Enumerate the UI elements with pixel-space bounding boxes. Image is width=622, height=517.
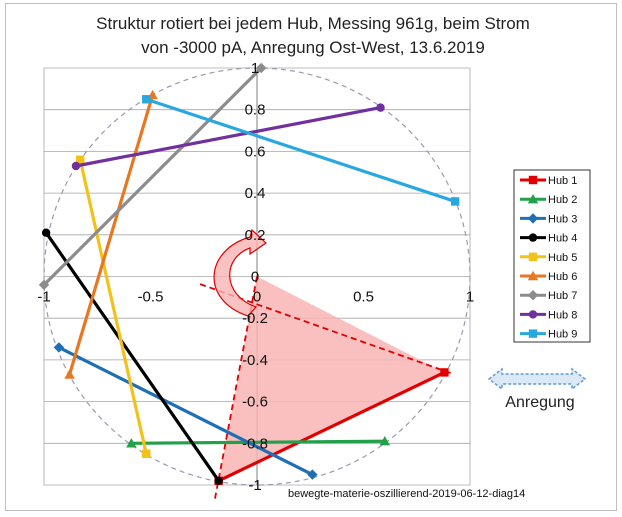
legend-item: Hub 2 [520,194,577,206]
data-point [64,369,75,379]
series-line [44,231,221,483]
y-tick-label: -1 [248,477,261,494]
y-tick-label: 0.4 [245,185,266,202]
legend-label: Hub 9 [548,329,577,341]
y-tick-label: -0.2 [242,310,268,327]
annotation-layer [199,228,451,502]
rotation-arrow-icon [213,228,267,317]
series-hub-8 [71,103,385,171]
dashed-line-lower [213,276,258,502]
legend-label: Hub 1 [548,175,577,187]
series-line [67,93,155,377]
data-point [142,449,151,458]
data-point [440,368,449,377]
y-tick-label: 0.8 [245,102,266,119]
legend-item: Hub 4 [520,233,577,245]
data-point [450,197,460,206]
legend-marker [527,270,539,281]
tick-labels: 1 0.8 0.6 0.4 0.2 0 -0.2 -0.4 -0.6 -0.8 -1 -1 -0.5 0 0… [37,60,474,494]
legend-marker [527,290,539,301]
series-hub-4 [41,228,223,486]
data-point [38,279,50,291]
series-hub-6 [64,89,158,379]
data-point [41,228,51,237]
series-hub-7 [38,62,267,291]
legend-item: Hub 8 [520,309,577,321]
legend-marker [528,233,538,242]
legend-label: Hub 4 [548,233,577,245]
shaded-triangle [218,276,445,481]
legend-item: Hub 3 [520,213,577,225]
double-arrow-icon [487,367,587,391]
legend-item: Hub 5 [520,252,577,264]
legend-label: Hub 7 [548,290,577,302]
x-tick-label: 1 [466,289,474,306]
anregung-label: Anregung [505,394,574,411]
legend-marker [528,329,538,338]
data-point [307,469,318,480]
y-tick-label: -0.8 [242,435,268,452]
data-point [214,476,223,486]
legend-item: Hub 7 [520,290,577,302]
y-tick-label: 0.6 [245,143,266,160]
anregung-arrow: Anregung [487,367,587,411]
series-line [57,345,314,477]
series-hub-3 [53,342,318,480]
data-point [376,103,385,112]
data-point [71,161,81,171]
legend-item: Hub 1 [520,175,577,187]
data-point [256,62,267,74]
x-tick-label: 0.5 [353,289,374,306]
data-point [379,436,390,446]
x-tick-label: -0.5 [138,289,164,306]
y-tick-label: -0.6 [242,394,268,411]
legend-label: Hub 3 [548,213,577,225]
legend-label: Hub 2 [548,194,577,206]
legend-label: Hub 5 [548,252,577,264]
series-hub-2 [126,436,390,448]
legend-item: Hub 6 [520,270,577,283]
chart-title-line2: von -3000 pA, Anregung Ost-West, 13.6.20… [141,38,485,57]
x-tick-label: 0 [253,289,261,306]
chart-title-line1: Struktur rotiert bei jedem Hub, Messing … [96,14,530,33]
data-point [53,342,65,353]
series-hub-5 [76,155,151,458]
series-line [42,66,263,287]
legend-item: Hub 9 [520,329,577,341]
legend-label: Hub 8 [548,309,577,321]
y-tick-label: 1 [251,60,259,77]
legend-marker [528,175,538,185]
legend: Hub 1 Hub 2 Hub 3 Hub 4 Hub 5 Hub 6 Hub 7 Hub 8… [513,169,591,343]
series-line [129,439,387,445]
series-layer [38,62,460,486]
legend-label: Hub 6 [548,271,577,283]
y-tick-label: 0 [251,269,259,286]
legend-marker [527,213,539,224]
series-line [217,370,447,483]
data-point [142,95,151,104]
series-line [144,97,457,204]
y-tick-label: -0.4 [242,352,268,369]
legend-marker [528,252,538,261]
legend-marker [527,194,539,204]
data-point [76,155,85,164]
y-tick-label: 0.2 [245,227,266,244]
data-point [126,438,137,448]
series-line [74,106,383,168]
x-tick-label: -1 [37,289,50,306]
series-hub-9 [142,95,460,206]
footnote: bewegte-materie-oszillierend-2019-06-12-… [288,488,525,500]
legend-marker [528,310,538,319]
series-line [78,158,148,456]
